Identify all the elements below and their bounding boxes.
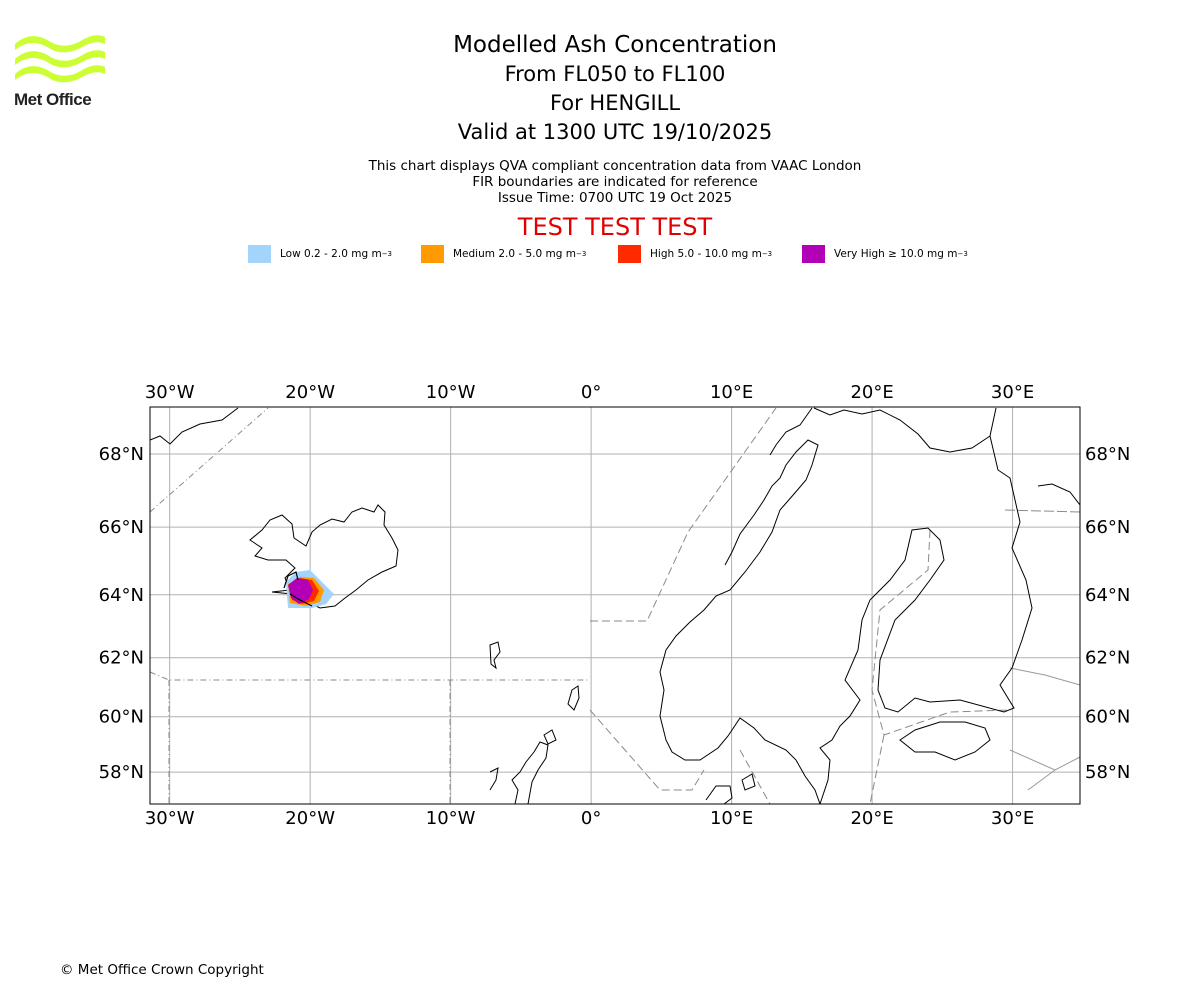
lon-tick-label-top: 10°W: [426, 382, 476, 403]
legend-exponent-very-high: −3: [957, 250, 968, 258]
fir-boundary-baltic-states: [1009, 749, 1080, 791]
lat-tick-label-right: 66°N: [1085, 517, 1130, 538]
legend-item-low: Low 0.2 - 2.0 mg m −3: [248, 245, 392, 263]
legend-swatch-low: [248, 245, 271, 263]
coastlines: [150, 407, 1080, 804]
legend-item-very-high: Very High ≥ 10.0 mg m −3: [802, 245, 968, 263]
coast-greenland: [150, 407, 239, 445]
coast-reykjanes: [283, 571, 313, 607]
legend-label-low: Low 0.2 - 2.0 mg m: [280, 248, 382, 260]
test-banner: TEST TEST TEST: [517, 213, 713, 241]
lat-tick-label-left: 62°N: [99, 648, 144, 669]
note-line-2: FIR boundaries are indicated for referen…: [472, 174, 758, 190]
coast-shetland: [567, 685, 580, 711]
legend-exponent-low: −3: [381, 250, 393, 258]
lon-tick-label-top: 10°E: [710, 382, 753, 403]
logo-text: Met Office: [14, 90, 92, 109]
coast-estonia: [899, 721, 991, 761]
lon-tick-label-top: 20°E: [850, 382, 893, 403]
lon-tick-label-top: 0°: [581, 382, 601, 403]
lat-tick-label-right: 60°N: [1085, 707, 1130, 728]
wave-logo-icon: [15, 35, 105, 83]
fir-boundary-shanwick: [150, 671, 590, 804]
legend-item-medium: Medium 2.0 - 5.0 mg m −3: [421, 245, 586, 263]
fir-boundary-skagerrak: [739, 749, 771, 804]
fir-boundary-reykjavik-north: [150, 407, 269, 513]
legend-swatch-very-high: [802, 245, 825, 263]
lon-tick-label-bottom: 30°W: [145, 808, 195, 829]
lat-tick-label-left: 58°N: [99, 762, 144, 783]
map-frame: [149, 406, 1081, 805]
coast-iceland: [249, 504, 399, 609]
lat-tick-label-right: 58°N: [1085, 762, 1130, 783]
fir-boundary-sweden-finland: [871, 529, 1011, 736]
fir-boundary-russia-north: [1004, 509, 1080, 513]
coast-denmark: [705, 773, 756, 804]
chart-titles: Modelled Ash Concentration From FL050 to…: [0, 30, 1200, 147]
fir-boundary-north-sea: [589, 709, 705, 791]
lon-tick-label-bottom: 10°W: [426, 808, 476, 829]
lat-tick-label-right: 64°N: [1085, 585, 1130, 606]
lat-tick-label-right: 68°N: [1085, 444, 1130, 465]
fir-boundary-norway-west: [590, 407, 777, 622]
met-office-logo: Met Office: [14, 30, 106, 112]
volcano-name: For HENGILL: [549, 91, 681, 115]
legend-label-medium: Medium 2.0 - 5.0 mg m: [453, 248, 576, 260]
lat-tick-label-left: 64°N: [99, 585, 144, 606]
legend-exponent-high: −3: [761, 250, 773, 258]
lon-tick-label-top: 20°W: [285, 382, 335, 403]
coast-kola: [1037, 483, 1080, 506]
lon-tick-label-bottom: 20°W: [285, 808, 335, 829]
coast-faroe-islands: [489, 641, 501, 670]
lat-tick-label-left: 68°N: [99, 444, 144, 465]
legend-item-high: High 5.0 - 10.0 mg m −3: [618, 245, 772, 263]
legend-label-high: High 5.0 - 10.0 mg m: [650, 248, 762, 260]
coast-scandinavia: [659, 407, 1033, 804]
lon-tick-label-top: 30°E: [991, 382, 1034, 403]
chart-notes: This chart displays QVA compliant concen…: [0, 158, 1200, 206]
fir-boundaries: [150, 407, 1080, 804]
legend-label-very-high: Very High ≥ 10.0 mg m: [834, 248, 958, 260]
legend-swatch-medium: [421, 245, 444, 263]
lat-tick-label-left: 60°N: [99, 707, 144, 728]
ash-concentration: [286, 570, 334, 608]
fir-boundary-russia-south: [1009, 667, 1080, 686]
lat-tick-label-right: 62°N: [1085, 648, 1130, 669]
coast-scotland: [489, 729, 557, 804]
coast-iceland-overlay: [283, 571, 313, 607]
chart-title: Modelled Ash Concentration: [453, 32, 777, 58]
lon-tick-label-bottom: 20°E: [850, 808, 893, 829]
lon-tick-label-bottom: 0°: [581, 808, 601, 829]
lat-tick-label-left: 66°N: [99, 517, 144, 538]
copyright: © Met Office Crown Copyright: [60, 962, 264, 978]
lon-tick-label-bottom: 10°E: [710, 808, 753, 829]
lon-tick-label-bottom: 30°E: [991, 808, 1034, 829]
legend-exponent-medium: −3: [575, 250, 587, 258]
ash-area-very-high: [288, 578, 313, 604]
note-line-1: This chart displays QVA compliant concen…: [368, 158, 862, 174]
lon-tick-label-top: 30°W: [145, 382, 195, 403]
legend-swatch-high: [618, 245, 641, 263]
axis-ticks: 30°W 30°W 20°W 20°W 10°W 10°W 0° 0° 10°E 10°E 20°E…: [99, 382, 1131, 829]
issue-time: Issue Time: 0700 UTC 19 Oct 2025: [497, 190, 733, 206]
valid-time: Valid at 1300 UTC 19/10/2025: [457, 120, 773, 144]
level-range: From FL050 to FL100: [504, 62, 726, 86]
